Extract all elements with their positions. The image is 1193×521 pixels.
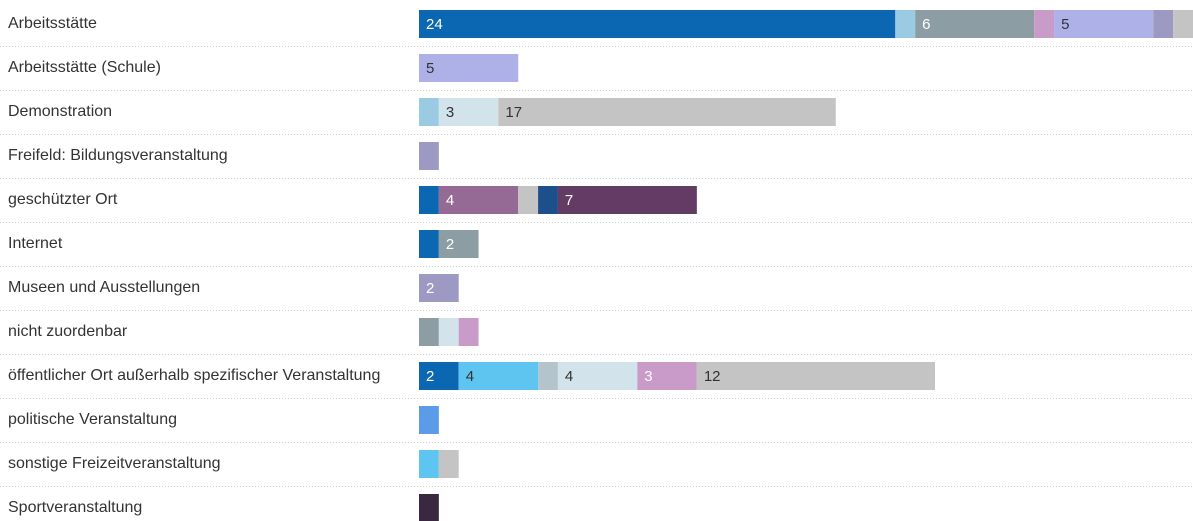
data-label: 5 — [1061, 16, 1069, 33]
category-label: Arbeitsstätte — [8, 15, 97, 32]
data-label: 7 — [565, 192, 573, 209]
bar-segment — [895, 10, 916, 38]
category-label: geschützter Ort — [8, 191, 118, 208]
data-label: 4 — [466, 368, 474, 385]
bar-segment — [419, 54, 519, 82]
bar-segment — [419, 406, 439, 434]
category-label: Freifeld: Bildungsveranstaltung — [8, 147, 228, 164]
bar-segment — [419, 186, 439, 214]
data-label: 2 — [426, 368, 434, 385]
data-label: 5 — [426, 60, 434, 77]
bar-segment — [1034, 10, 1055, 38]
bar-segment — [438, 318, 459, 346]
data-label: 4 — [565, 368, 573, 385]
bar-segment — [419, 98, 439, 126]
bar-segment — [438, 450, 459, 478]
category-label: Demonstration — [8, 103, 112, 120]
bar-segment — [419, 318, 439, 346]
bar-segment — [419, 142, 439, 170]
bar-segment — [637, 362, 697, 390]
bar-segment — [557, 186, 697, 214]
category-label: Sportveranstaltung — [8, 499, 142, 516]
bar-segment — [419, 274, 459, 302]
category-label: sonstige Freizeitveranstaltung — [8, 455, 221, 472]
data-label: 12 — [704, 368, 721, 385]
bar-segment — [557, 362, 638, 390]
bar-segment — [419, 494, 439, 521]
category-label: politische Veranstaltung — [8, 411, 177, 428]
category-label: Arbeitsstätte (Schule) — [8, 59, 161, 76]
bar-segment — [518, 186, 539, 214]
bar-segment — [538, 362, 558, 390]
bar-segment — [696, 362, 935, 390]
bar-segment — [438, 230, 479, 258]
data-label: 6 — [922, 16, 930, 33]
bar-segment — [458, 362, 539, 390]
bar-segment — [419, 362, 459, 390]
bar-segment — [1054, 10, 1154, 38]
data-label: 24 — [426, 16, 443, 33]
bar-segment — [498, 98, 836, 126]
bar-segment — [438, 186, 519, 214]
bar-segment — [538, 186, 558, 214]
category-label: Museen und Ausstellungen — [8, 279, 200, 296]
category-labels: Arbeitsstätte Arbeitsstätte (Schule) Demon… — [8, 15, 380, 516]
bar-segment — [458, 318, 479, 346]
category-label: öffentlicher Ort außerhalb spezifischer … — [8, 367, 380, 384]
bar-segment — [915, 10, 1035, 38]
data-label: 17 — [505, 104, 522, 121]
row-separators — [0, 46, 1193, 487]
data-label: 3 — [446, 104, 454, 121]
data-label: 3 — [644, 368, 652, 385]
data-label: 2 — [426, 280, 434, 297]
data-label: 4 — [446, 192, 454, 209]
bar-segment — [1153, 10, 1174, 38]
bar-segment — [419, 10, 896, 38]
data-label: 2 — [446, 236, 454, 253]
bar-segment — [419, 450, 439, 478]
bar-segment — [1173, 10, 1193, 38]
bar-segment — [438, 98, 499, 126]
category-label: Internet — [8, 235, 63, 252]
category-label: nicht zuordenbar — [8, 323, 128, 340]
bar-segment — [419, 230, 439, 258]
